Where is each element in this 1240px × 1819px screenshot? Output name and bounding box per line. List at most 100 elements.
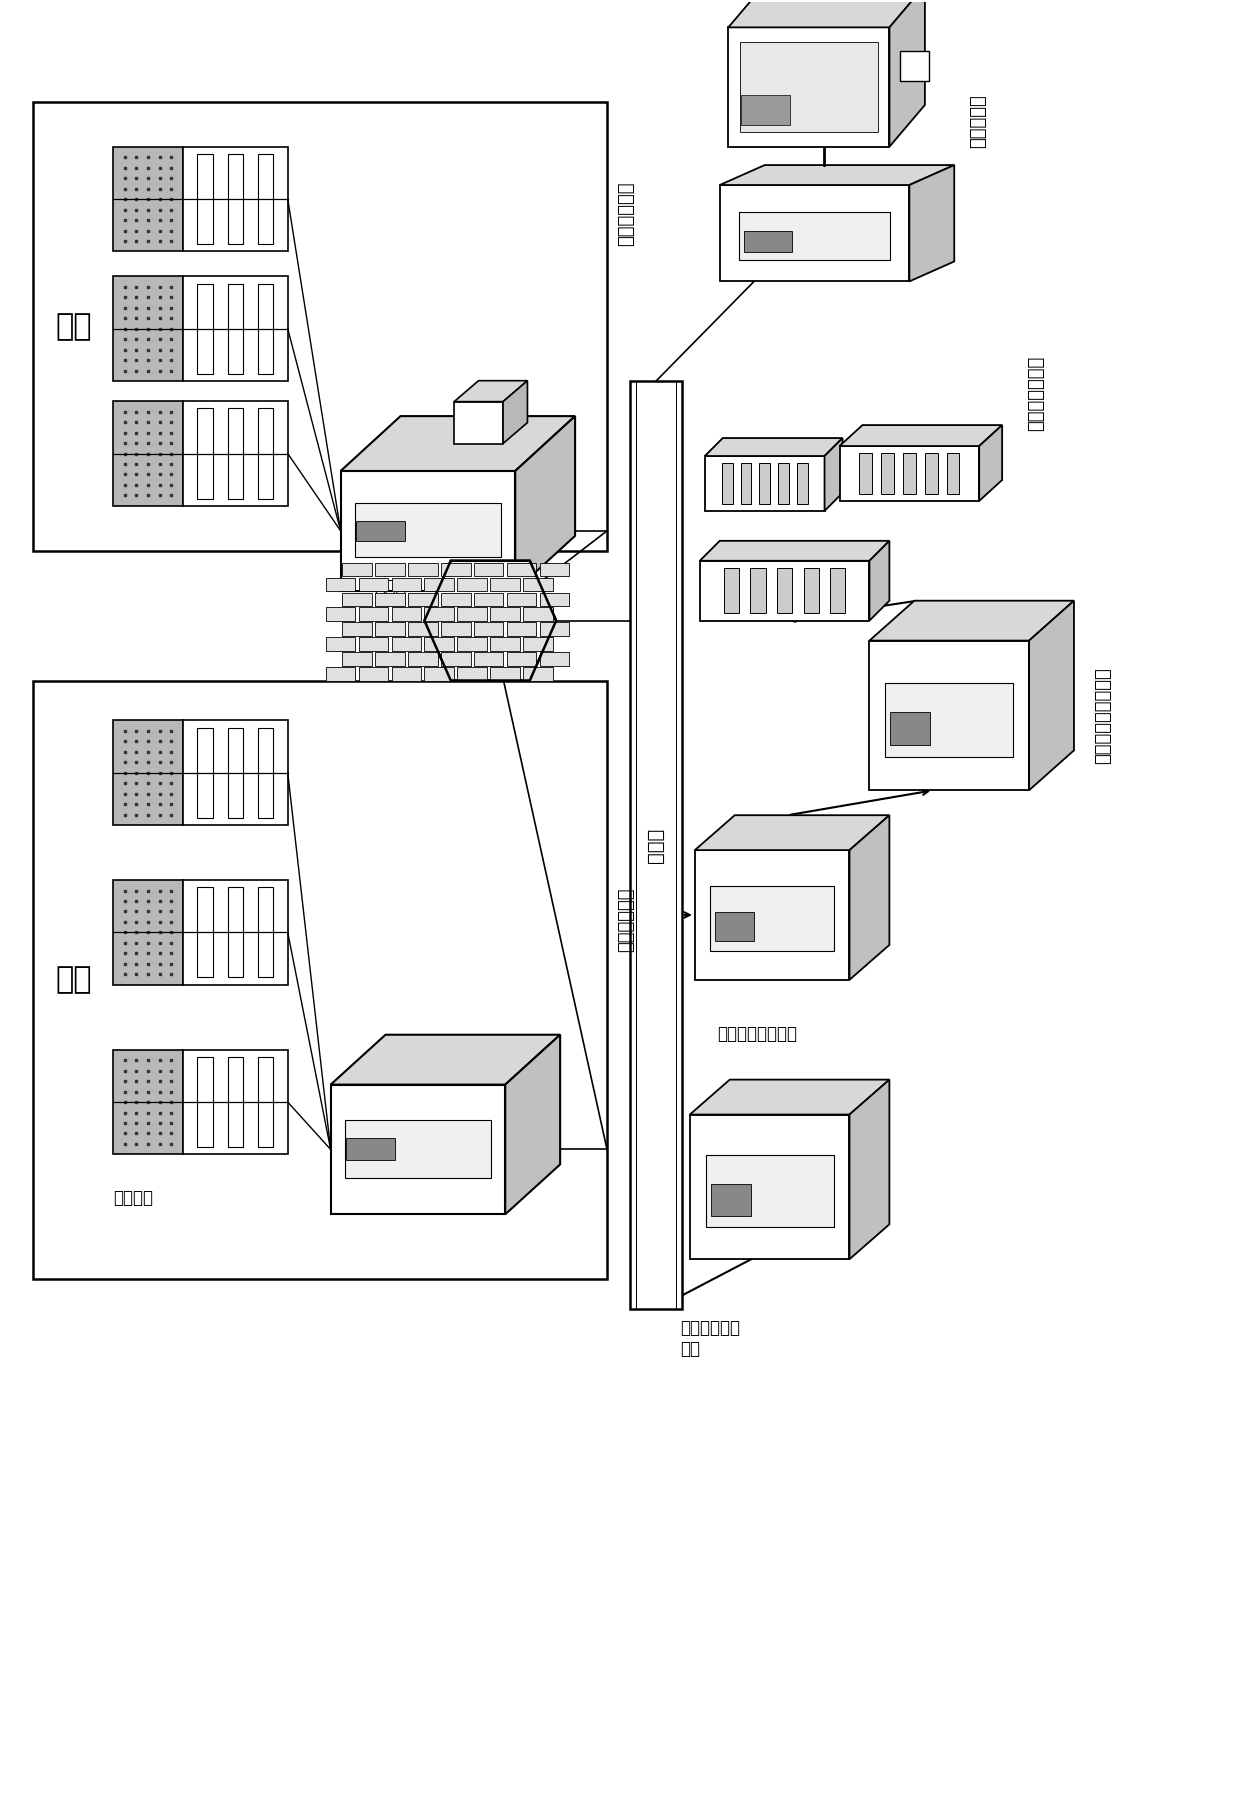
Bar	[258, 155, 273, 244]
Bar	[113, 276, 184, 382]
Polygon shape	[719, 186, 909, 282]
Polygon shape	[454, 380, 527, 402]
Bar	[539, 653, 569, 666]
Polygon shape	[849, 815, 889, 980]
Bar	[227, 728, 243, 819]
Bar	[197, 284, 213, 375]
Text: 车间: 车间	[55, 966, 92, 995]
Bar	[258, 409, 273, 498]
Polygon shape	[341, 471, 516, 591]
Bar	[740, 462, 751, 504]
Polygon shape	[694, 849, 849, 980]
Bar	[890, 713, 930, 746]
Polygon shape	[689, 1115, 849, 1259]
Polygon shape	[454, 402, 503, 444]
Bar	[739, 213, 890, 260]
Bar	[356, 520, 405, 540]
Bar	[227, 1057, 243, 1148]
Polygon shape	[825, 438, 842, 511]
Bar	[184, 147, 288, 251]
Bar	[227, 284, 243, 375]
Polygon shape	[331, 1084, 505, 1215]
Bar	[458, 608, 487, 620]
Bar	[630, 382, 682, 1310]
Bar	[458, 578, 487, 591]
Bar	[507, 593, 537, 606]
Bar	[184, 276, 288, 382]
Bar	[885, 682, 1013, 757]
Polygon shape	[699, 560, 869, 620]
Polygon shape	[869, 540, 889, 620]
Polygon shape	[694, 815, 889, 849]
Text: 分布式数据处理单元: 分布式数据处理单元	[1094, 668, 1112, 764]
Polygon shape	[849, 1080, 889, 1259]
Polygon shape	[505, 1035, 560, 1215]
Bar	[184, 402, 288, 506]
Bar	[777, 462, 789, 504]
Polygon shape	[704, 457, 825, 511]
Bar	[326, 637, 356, 651]
Bar	[490, 608, 520, 620]
Bar	[441, 562, 470, 577]
Bar	[346, 1139, 396, 1161]
Bar	[490, 578, 520, 591]
Bar	[474, 622, 503, 635]
Bar	[342, 622, 372, 635]
Bar	[374, 562, 404, 577]
Bar	[392, 668, 422, 680]
Bar	[424, 578, 454, 591]
Bar	[859, 453, 872, 495]
Bar	[197, 155, 213, 244]
Text: 现场代理单元: 现场代理单元	[618, 182, 635, 246]
Bar	[408, 562, 438, 577]
Polygon shape	[331, 1035, 560, 1084]
Bar	[777, 568, 792, 613]
Bar	[408, 593, 438, 606]
Bar	[441, 622, 470, 635]
Bar	[113, 402, 184, 506]
Text: 远程通讯网关
单元: 远程通讯网关 单元	[680, 1319, 740, 1357]
Bar	[724, 568, 739, 613]
Bar	[358, 608, 388, 620]
Polygon shape	[909, 166, 955, 282]
Bar	[326, 578, 356, 591]
Bar	[342, 593, 372, 606]
Polygon shape	[704, 438, 842, 457]
Bar	[750, 568, 765, 613]
Text: 互联网: 互联网	[646, 828, 666, 862]
Bar	[227, 155, 243, 244]
Text: 消息队列集群单元: 消息队列集群单元	[717, 1024, 796, 1042]
Bar	[903, 453, 915, 495]
Bar	[711, 1184, 750, 1215]
Bar	[113, 880, 184, 984]
Bar	[358, 668, 388, 680]
Bar	[759, 462, 770, 504]
Bar	[342, 653, 372, 666]
Bar	[326, 668, 356, 680]
Polygon shape	[424, 560, 557, 680]
Polygon shape	[889, 0, 925, 147]
Bar	[507, 653, 537, 666]
Polygon shape	[839, 446, 980, 500]
Bar	[441, 653, 470, 666]
Bar	[358, 637, 388, 651]
Bar	[458, 637, 487, 651]
Text: 车间: 车间	[55, 311, 92, 340]
Bar	[424, 637, 454, 651]
Bar	[474, 593, 503, 606]
Bar	[197, 409, 213, 498]
Bar	[523, 578, 553, 591]
Polygon shape	[719, 166, 955, 186]
Bar	[523, 637, 553, 651]
Bar	[227, 888, 243, 977]
Bar	[355, 504, 501, 557]
Bar	[374, 653, 404, 666]
Bar	[739, 42, 878, 133]
Polygon shape	[869, 640, 1029, 789]
Bar	[706, 1155, 833, 1228]
Text: 防火墙: 防火墙	[374, 578, 407, 597]
Bar	[258, 1057, 273, 1148]
Bar	[258, 284, 273, 375]
Bar	[392, 608, 422, 620]
Bar	[197, 1057, 213, 1148]
